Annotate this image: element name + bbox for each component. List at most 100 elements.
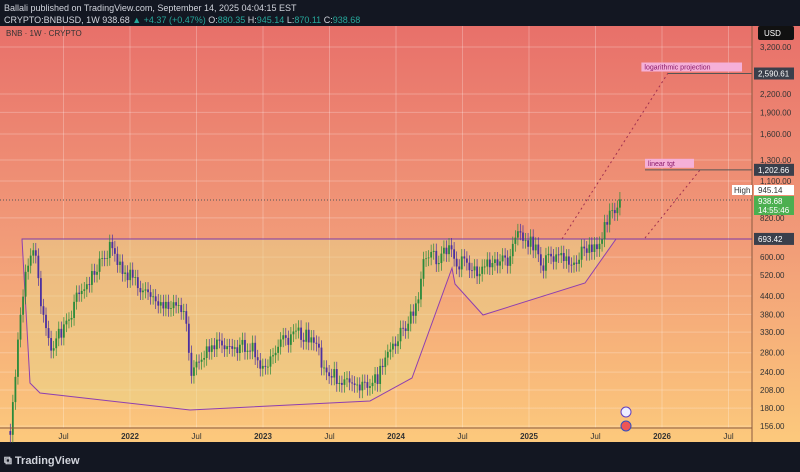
candle-up xyxy=(203,358,206,360)
candle-down xyxy=(450,245,453,250)
candle-up xyxy=(14,376,17,403)
candle-up xyxy=(425,258,427,260)
candle-up xyxy=(545,255,547,271)
candle-up xyxy=(65,320,68,325)
candle-up xyxy=(440,253,443,264)
candle-up xyxy=(124,272,126,274)
candle-down xyxy=(315,342,318,344)
candle-up xyxy=(246,350,249,352)
candle-down xyxy=(496,259,499,266)
candle-up xyxy=(172,302,175,309)
price-chart[interactable]: logarithmic projection linear tgt BNB · 1… xyxy=(0,26,800,454)
candle-down xyxy=(264,365,267,367)
candle-up xyxy=(75,292,78,302)
candle-up xyxy=(524,240,527,242)
candle-up xyxy=(593,244,596,253)
flag-icon[interactable] xyxy=(620,420,632,432)
candle-down xyxy=(330,376,333,378)
candle-down xyxy=(606,222,609,225)
x-tick-label: Jul xyxy=(590,432,600,441)
candle-down xyxy=(404,328,407,331)
currency-button[interactable] xyxy=(758,26,794,40)
candle-down xyxy=(312,337,315,343)
candle-down xyxy=(557,254,560,256)
candle-up xyxy=(369,386,371,388)
candle-up xyxy=(588,244,591,253)
high-label: High xyxy=(734,186,750,195)
candle-down xyxy=(453,249,456,259)
candle-up xyxy=(386,351,389,358)
candle-down xyxy=(111,241,114,249)
candle-up xyxy=(448,245,450,255)
chart-header: Ballali published on TradingView.com, Se… xyxy=(4,2,360,26)
candle-up xyxy=(11,402,14,435)
candle-up xyxy=(598,243,601,250)
tradingview-logo: ⧉ TradingView xyxy=(4,455,80,467)
candle-up xyxy=(417,299,420,304)
candle-up xyxy=(573,262,575,265)
candle-down xyxy=(476,266,478,277)
candle-down xyxy=(228,346,231,347)
candle-down xyxy=(116,253,119,265)
candle-up xyxy=(210,345,213,352)
y-tick-label: 1,900.00 xyxy=(760,108,792,117)
candle-down xyxy=(351,382,353,384)
candle-up xyxy=(164,301,167,309)
candle-up xyxy=(144,289,147,291)
candle-up xyxy=(216,339,218,350)
candle-up xyxy=(608,210,611,225)
candle-down xyxy=(445,247,448,255)
x-tick-label: 2025 xyxy=(520,432,538,441)
candle-down xyxy=(328,372,331,377)
candle-up xyxy=(323,367,325,369)
candle-up xyxy=(129,269,132,281)
candle-up xyxy=(193,367,195,376)
y-tick-label: 600.00 xyxy=(760,253,785,262)
candle-up xyxy=(397,341,399,347)
candle-down xyxy=(208,346,211,352)
candle-up xyxy=(511,243,514,257)
candle-down xyxy=(93,271,96,275)
candle-up xyxy=(274,352,277,356)
candle-up xyxy=(297,327,300,331)
candle-up xyxy=(565,256,568,262)
candle-up xyxy=(200,359,203,362)
candle-up xyxy=(514,237,517,244)
y-tick-label: 440.00 xyxy=(760,292,785,301)
candle-down xyxy=(575,262,578,264)
candle-up xyxy=(473,266,476,271)
candle-up xyxy=(430,251,433,258)
event-icon[interactable] xyxy=(620,406,632,418)
candle-up xyxy=(251,342,254,352)
chart-background xyxy=(0,26,800,442)
candle-down xyxy=(126,272,129,281)
candle-down xyxy=(34,250,37,256)
candle-up xyxy=(547,253,550,256)
candle-down xyxy=(488,259,491,268)
candle-down xyxy=(590,244,593,253)
candle-down xyxy=(162,302,165,309)
candle-down xyxy=(88,284,91,286)
candle-down xyxy=(180,305,183,313)
candle-up xyxy=(195,361,198,368)
candle-down xyxy=(527,240,529,247)
candle-down xyxy=(287,337,290,345)
y-tick-label: 3,200.00 xyxy=(760,43,792,52)
candle-up xyxy=(333,369,336,378)
candle-up xyxy=(343,379,346,385)
candle-up xyxy=(501,255,504,262)
candle-down xyxy=(381,365,384,368)
candle-down xyxy=(185,311,188,324)
candle-up xyxy=(499,261,501,266)
candle-up xyxy=(374,374,376,383)
candle-up xyxy=(346,378,348,380)
candle-down xyxy=(366,382,369,388)
candle-down xyxy=(139,288,142,293)
y-tick-label: 380.00 xyxy=(760,310,785,319)
currency-label: USD xyxy=(764,29,781,38)
x-tick-label: 2026 xyxy=(653,432,671,441)
candle-down xyxy=(522,232,524,241)
candle-up xyxy=(55,338,58,349)
candle-up xyxy=(407,323,410,331)
high-price-tag xyxy=(754,185,794,195)
